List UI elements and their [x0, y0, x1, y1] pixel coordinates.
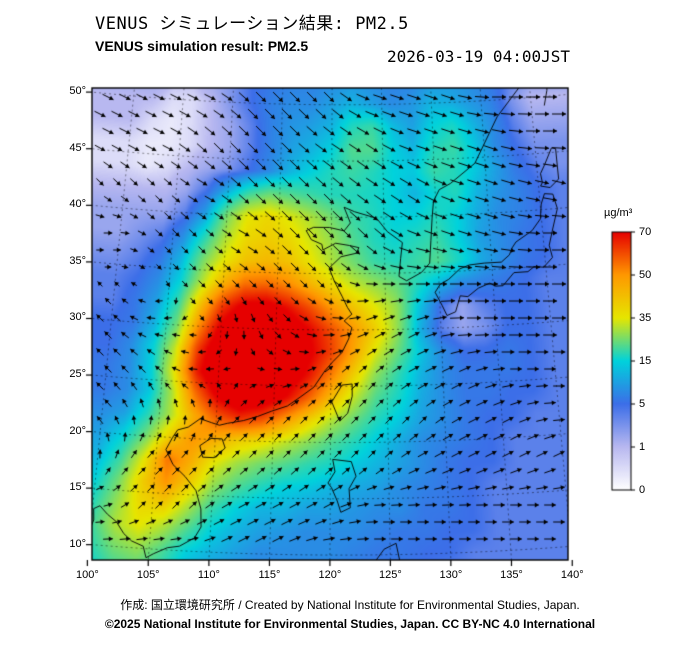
- lat-tick-label: 30°: [69, 311, 86, 324]
- lon-tick-label: 130°: [439, 569, 463, 581]
- colorbar-tick-label: 35: [639, 312, 652, 324]
- colorbar-tick-label: 70: [639, 226, 652, 238]
- lat-tick-label: 25°: [69, 368, 86, 381]
- colorbar-tick-label: 15: [639, 355, 652, 367]
- lat-tick-label: 15°: [69, 481, 86, 494]
- lat-tick-label: 35°: [69, 254, 86, 267]
- colorbar-tick-label: 50: [639, 269, 652, 281]
- lat-tick-label: 10°: [69, 537, 86, 550]
- lon-tick-label: 135°: [500, 569, 523, 581]
- lat-tick-label: 20°: [69, 424, 86, 437]
- lon-tick-label: 105°: [136, 569, 160, 581]
- lon-tick-label: 120°: [318, 569, 342, 581]
- colorbar-unit-label: µg/m³: [604, 207, 633, 219]
- colorbar-tick-label: 1: [639, 441, 646, 453]
- lon-tick-label: 110°: [197, 569, 220, 581]
- colorbar-tick-label: 0: [639, 484, 646, 496]
- forecast-timestamp: 2026-03-19 04:00JST: [386, 47, 570, 66]
- lon-tick-label: 100°: [75, 569, 99, 581]
- credit-line: 作成: 国立環境研究所 / Created by National Instit…: [120, 598, 580, 612]
- lat-tick-label: 40°: [69, 198, 86, 211]
- page-title-japanese: VENUS シミュレーション結果: PM2.5: [95, 14, 409, 34]
- page-title-english: VENUS simulation result: PM2.5: [95, 38, 309, 54]
- license-line: ©2025 National Institute for Environment…: [104, 617, 596, 631]
- lon-tick-label: 125°: [378, 569, 402, 581]
- lon-tick-label: 115°: [258, 569, 281, 581]
- colorbar-tick-label: 5: [639, 398, 646, 410]
- lat-tick-label: 45°: [69, 141, 86, 154]
- lon-tick-label: 140°: [560, 569, 584, 581]
- lat-tick-label: 50°: [69, 85, 86, 98]
